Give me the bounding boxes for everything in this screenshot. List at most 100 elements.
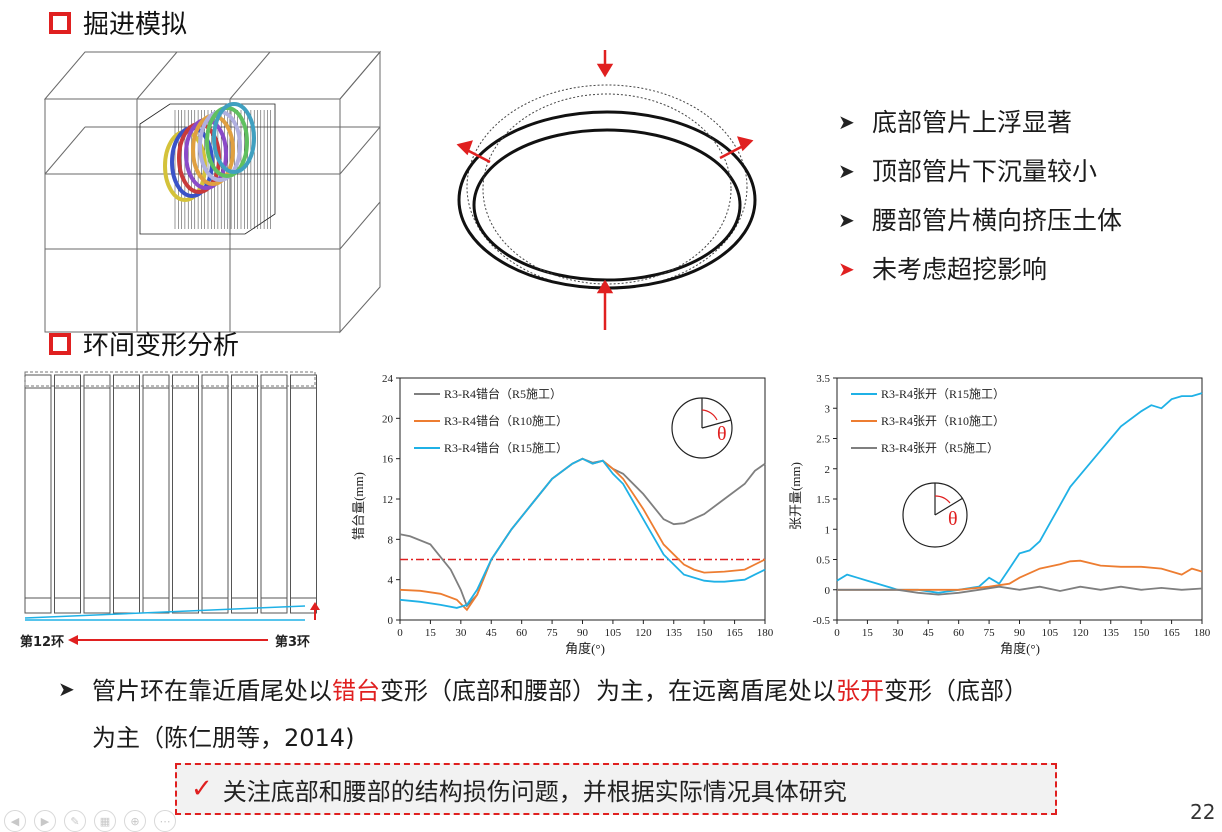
x-tick-label: 15 [862, 627, 874, 639]
chart-offset-xlabel: 角度(°) [565, 641, 605, 656]
list-item: ➤ 腰部管片横向挤压土体 [838, 196, 1122, 245]
series-line [399, 457, 766, 609]
tunnel-3d-model-figure [43, 50, 382, 334]
x-tick-label: 120 [1072, 627, 1089, 639]
series-line [399, 457, 766, 612]
x-tick-label: 165 [1163, 627, 1180, 639]
prev-icon[interactable]: ◀ [4, 810, 26, 832]
y-tick-label: 4 [388, 575, 394, 587]
ring-segment [142, 374, 170, 614]
chart-opening-xlabel: 角度(°) [1000, 641, 1040, 656]
highlight-offset: 错台 [332, 677, 380, 705]
x-tick-label: 105 [1042, 627, 1059, 639]
arrow-bullet-icon: ➤ [838, 159, 855, 183]
ring-outline [24, 371, 316, 387]
x-tick-label: 180 [757, 627, 774, 639]
ring-deformation-diagram [456, 50, 757, 330]
key-note-text: 关注底部和腰部的结构损伤问题，并根据实际情况具体研究 [222, 777, 847, 806]
theta-label: θ [948, 508, 958, 530]
list-item: ➤ 未考虑超挖影响 [838, 245, 1122, 294]
chart-offset: 0 15 30 45 60 75 90 105 120 135 150 165 180 0 4 8 12 16 20… [351, 373, 774, 656]
ring-12-label: 第12环 [20, 635, 65, 650]
x-tick-label: 30 [892, 627, 904, 639]
ring-segment [83, 374, 111, 614]
slide-toolbar: ◀ ▶ ✎ ▦ ⊕ ⋯ [4, 810, 176, 832]
x-tick-label: 90 [577, 627, 589, 639]
y-tick-label: -0.5 [813, 615, 831, 627]
ring-segment [172, 374, 199, 614]
theta-diagram: θ [902, 482, 968, 548]
y-tick-label: 20 [382, 413, 394, 425]
x-tick-label: 120 [635, 627, 652, 639]
y-tick-label: 2.5 [816, 434, 830, 446]
conclusion-paragraph: ➤ 管片环在靠近盾尾处以错台变形（底部和腰部）为主，在远离盾尾处以张开变形（底部… [58, 671, 1028, 706]
theta-diagram: θ [671, 397, 733, 459]
y-tick-label: 16 [382, 454, 394, 466]
arrow-bullet-icon: ➤ [58, 676, 75, 701]
y-tick-label: 0 [825, 585, 831, 597]
y-tick-label: 3 [825, 403, 831, 415]
x-tick-label: 0 [397, 627, 403, 639]
theta-label: θ [717, 423, 727, 445]
ring-segment [24, 374, 52, 614]
x-tick-label: 75 [984, 627, 996, 639]
bullet-text: 底部管片上浮显著 [872, 108, 1073, 137]
legend-label: R3-R4错台（R10施工） [444, 413, 568, 428]
legend-label: R3-R4张开（R5施工） [881, 441, 999, 455]
x-tick-label: 60 [516, 627, 528, 639]
red-square-icon [49, 11, 71, 34]
x-tick-label: 135 [1103, 627, 1120, 639]
check-icon: ✓ [191, 774, 213, 804]
x-tick-label: 180 [1194, 627, 1211, 639]
ring-segment [113, 374, 140, 614]
y-tick-label: 3.5 [816, 373, 830, 385]
x-tick-label: 30 [455, 627, 467, 639]
legend-label: R3-R4张开（R10施工） [881, 414, 1005, 428]
y-tick-label: 1 [825, 524, 831, 536]
red-square-icon [49, 332, 71, 355]
zoom-icon[interactable]: ⊕ [124, 810, 146, 832]
legend-label: R3-R4张开（R15施工） [881, 387, 1005, 401]
range-arrow-icon [68, 635, 268, 645]
y-tick-label: 12 [382, 494, 393, 506]
pen-icon[interactable]: ✎ [64, 810, 86, 832]
ring-segment [201, 374, 229, 614]
legend-label: R3-R4错台（R5施工） [444, 386, 562, 401]
page-number: 22 [1190, 800, 1216, 824]
x-tick-label: 75 [547, 627, 559, 639]
chart-opening-ylabel: 张开量(mm) [788, 462, 803, 530]
series-line [837, 585, 1203, 596]
ring-segment [54, 374, 81, 614]
series-line [837, 559, 1203, 591]
y-tick-label: 8 [388, 534, 394, 546]
arrow-bullet-icon: ➤ [838, 257, 855, 281]
y-tick-label: 2 [825, 464, 831, 476]
ring-segment [290, 374, 317, 614]
legend-label: R3-R4错台（R15施工） [444, 440, 568, 455]
ring-segment [260, 374, 288, 614]
play-icon[interactable]: ▶ [34, 810, 56, 832]
section-title-text: 掘进模拟 [83, 10, 188, 40]
series-line [399, 457, 766, 608]
arrow-bullet-icon: ➤ [838, 208, 855, 232]
x-tick-label: 105 [605, 627, 622, 639]
list-item: ➤ 底部管片上浮显著 [838, 98, 1122, 147]
bullet-text: 未考虑超挖影响 [872, 255, 1048, 284]
x-tick-label: 150 [1133, 627, 1150, 639]
x-tick-label: 60 [953, 627, 965, 639]
x-tick-label: 90 [1014, 627, 1026, 639]
x-tick-label: 45 [486, 627, 498, 639]
x-tick-label: 15 [425, 627, 437, 639]
series-line [836, 392, 1203, 594]
highlight-opening: 张开 [836, 677, 884, 705]
bullet-text: 顶部管片下沉量较小 [872, 157, 1098, 186]
conclusion-line-2: 为主（陈仁朋等，2014) [92, 724, 355, 752]
chart-offset-ylabel: 错台量(mm) [351, 472, 366, 540]
arrow-bullet-icon: ➤ [838, 110, 855, 134]
y-tick-label: 24 [382, 373, 394, 385]
x-tick-label: 150 [696, 627, 713, 639]
more-icon[interactable]: ⋯ [154, 810, 176, 832]
conclusion-line-1: 管片环在靠近盾尾处以错台变形（底部和腰部）为主，在远离盾尾处以张开变形（底部） [92, 677, 1028, 705]
slides-icon[interactable]: ▦ [94, 810, 116, 832]
x-tick-label: 135 [666, 627, 683, 639]
